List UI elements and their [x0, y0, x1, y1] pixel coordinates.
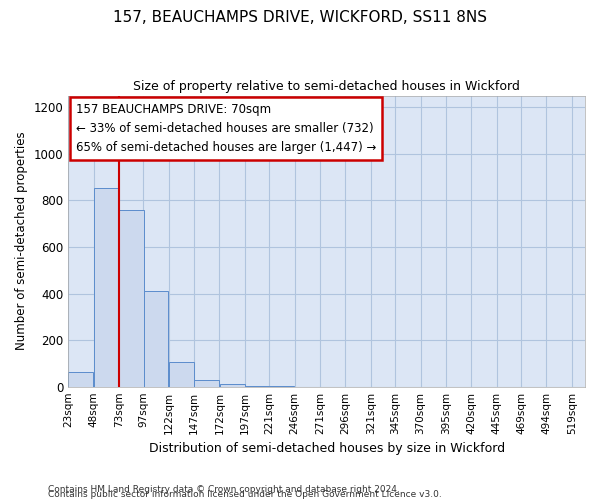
X-axis label: Distribution of semi-detached houses by size in Wickford: Distribution of semi-detached houses by … [149, 442, 505, 455]
Bar [220, 384, 245, 386]
Bar [143, 291, 169, 386]
Bar [169, 362, 194, 386]
Text: 157, BEAUCHAMPS DRIVE, WICKFORD, SS11 8NS: 157, BEAUCHAMPS DRIVE, WICKFORD, SS11 8N… [113, 10, 487, 25]
Y-axis label: Number of semi-detached properties: Number of semi-detached properties [15, 132, 28, 350]
Text: 157 BEAUCHAMPS DRIVE: 70sqm
← 33% of semi-detached houses are smaller (732)
65% : 157 BEAUCHAMPS DRIVE: 70sqm ← 33% of sem… [76, 103, 376, 154]
Text: Contains HM Land Registry data © Crown copyright and database right 2024.: Contains HM Land Registry data © Crown c… [48, 484, 400, 494]
Bar [94, 188, 119, 386]
Bar [119, 210, 143, 386]
Title: Size of property relative to semi-detached houses in Wickford: Size of property relative to semi-detach… [133, 80, 520, 93]
Bar [68, 372, 93, 386]
Bar [194, 380, 219, 386]
Text: Contains public sector information licensed under the Open Government Licence v3: Contains public sector information licen… [48, 490, 442, 499]
